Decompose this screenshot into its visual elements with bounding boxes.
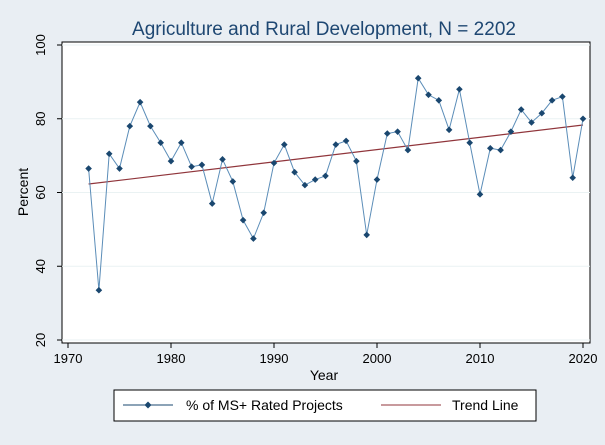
y-tick-label-80: 80 xyxy=(33,112,48,126)
data-point-1974 xyxy=(105,150,113,158)
data-point-2018 xyxy=(559,93,566,100)
legend-swatch-ms-rated-marker xyxy=(144,401,152,409)
data-point-1978 xyxy=(147,122,154,130)
data-point-1985 xyxy=(219,156,226,163)
x-tick-label-1980: 1980 xyxy=(157,351,186,366)
data-point-1981 xyxy=(178,139,185,147)
data-point-1994 xyxy=(311,176,319,183)
axis-layer: 20 40 60 80 100 1970 1980 1990 2000 2010 2020 xyxy=(33,34,597,366)
x-tick-label-2020: 2020 xyxy=(569,351,598,366)
data-point-2006 xyxy=(435,97,443,104)
x-tick-label-1970: 1970 xyxy=(54,351,83,366)
x-tick-label-2000: 2000 xyxy=(363,351,392,366)
legend: % of MS+ Rated Projects Trend Line xyxy=(113,389,537,422)
x-tick-label-1990: 1990 xyxy=(260,351,289,366)
data-point-1982 xyxy=(188,163,195,170)
data-point-1977 xyxy=(136,98,144,106)
data-point-2017 xyxy=(548,97,556,104)
y-tick-label-60: 60 xyxy=(33,185,48,199)
data-point-2014 xyxy=(517,106,525,113)
data-point-2015 xyxy=(528,119,535,126)
data-point-2019 xyxy=(569,174,576,182)
data-point-2001 xyxy=(384,130,391,137)
series-trend-line xyxy=(88,124,584,185)
data-point-1996 xyxy=(332,141,340,148)
data-point-1993 xyxy=(301,181,309,189)
data-point-2012 xyxy=(497,146,504,154)
data-point-1988 xyxy=(250,235,257,242)
data-point-2011 xyxy=(487,144,494,152)
data-point-1995 xyxy=(322,172,329,180)
data-point-2004 xyxy=(414,74,422,82)
data-point-2002 xyxy=(394,128,401,135)
data-point-1976 xyxy=(126,122,134,130)
data-point-1991 xyxy=(281,141,288,148)
data-point-1987 xyxy=(239,216,247,224)
data-point-1980 xyxy=(167,157,175,165)
data-point-2010 xyxy=(476,191,484,198)
data-point-1989 xyxy=(260,209,267,217)
data-point-2007 xyxy=(445,126,453,134)
data-point-1990 xyxy=(270,159,278,167)
data-point-2020 xyxy=(579,115,587,123)
data-point-1975 xyxy=(116,165,123,172)
data-point-1983 xyxy=(198,161,206,169)
data-point-2008 xyxy=(456,85,463,93)
data-point-1979 xyxy=(157,139,164,147)
legend-box xyxy=(113,389,537,422)
series-layer xyxy=(85,74,587,294)
data-point-2009 xyxy=(466,139,473,147)
legend-label-ms-rated: % of MS+ Rated Projects xyxy=(186,397,343,413)
y-tick-label-40: 40 xyxy=(33,259,48,273)
data-point-2016 xyxy=(538,109,546,117)
data-point-2005 xyxy=(425,91,432,99)
data-point-2013 xyxy=(507,128,515,135)
data-point-1998 xyxy=(353,157,360,165)
grid-layer xyxy=(62,44,590,341)
y-axis-label: Percent xyxy=(15,168,31,216)
y-tick-label-20: 20 xyxy=(33,333,48,347)
data-point-1997 xyxy=(342,137,350,145)
y-tick-label-100: 100 xyxy=(33,34,48,56)
legend-label-trend: Trend Line xyxy=(452,397,519,413)
chart-title: Agriculture and Rural Development, N = 2… xyxy=(132,19,516,40)
data-point-1992 xyxy=(291,168,298,176)
data-point-2003 xyxy=(404,146,412,154)
data-point-1972 xyxy=(85,165,92,172)
x-axis-label: Year xyxy=(310,367,339,383)
data-point-1986 xyxy=(229,178,237,185)
data-point-1999 xyxy=(363,231,370,239)
x-tick-label-2010: 2010 xyxy=(466,351,495,366)
data-point-1984 xyxy=(208,200,216,207)
data-point-2000 xyxy=(373,176,381,183)
data-point-1973 xyxy=(95,286,103,294)
